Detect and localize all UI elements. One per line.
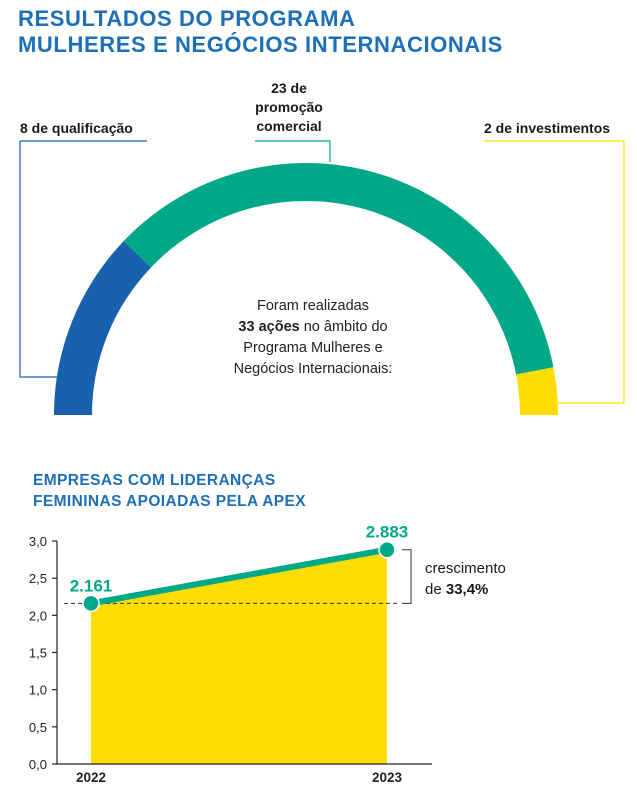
annotation-line-2: de 33,4% [425, 579, 506, 600]
annotation-growth: crescimento de 33,4% [425, 558, 506, 600]
slice-label-investimentos: 2 de investimentos [484, 120, 611, 136]
area-title-line-1: EMPRESAS COM LIDERANÇAS [33, 472, 276, 489]
axis-layer: 0,0 0,5 1,0 1,5 2,0 2,5 3,0 2022 2023 [29, 534, 432, 785]
title-line-2: MULHERES E NEGÓCIOS INTERNACIONAIS [18, 32, 503, 57]
data-label: 2.161 [70, 576, 113, 595]
area-layer [91, 549, 387, 764]
center-line-4: Negócios Internacionais: [233, 361, 393, 377]
y-tick-label: 2,0 [29, 608, 47, 623]
area-fill [91, 549, 387, 764]
data-point [378, 540, 396, 559]
donut-slice-investimentos [516, 367, 558, 415]
y-tick-label: 2,5 [29, 571, 47, 586]
donut-chart [19, 140, 625, 415]
donut-arcs [54, 162, 558, 415]
donut-slice-qualificacao [54, 241, 152, 415]
donut-slice-promocao [123, 162, 554, 375]
y-tick-label: 1,5 [29, 646, 47, 661]
data-point [82, 594, 100, 613]
slice-label-promocao-line1: 23 de [271, 80, 307, 96]
area-title-line-2: FEMININAS APOIADAS PELA APEX [33, 493, 307, 510]
title-line-1: RESULTADOS DO PROGRAMA [18, 6, 356, 31]
y-tick-label: 0,0 [29, 757, 47, 772]
slice-label-promocao-line3: comercial [256, 118, 322, 134]
annotation-growth-value: 33,4% [445, 581, 489, 598]
series-line [88, 546, 390, 607]
data-label: 2.883 [366, 523, 409, 542]
mark-layer: 2.161 2.883 [70, 523, 409, 613]
y-tick-label: 0,5 [29, 720, 47, 735]
leader-line-qualificacao [19, 141, 62, 378]
center-line-2-rest: no âmbito do [299, 319, 388, 335]
y-tick-label: 3,0 [29, 534, 47, 549]
center-bold-total: 33 ações [238, 319, 300, 335]
center-line-1: Foram realizadas [256, 298, 369, 314]
page-title: RESULTADOS DO PROGRAMA MULHERES E NEGÓCI… [18, 6, 503, 58]
leader-line-promocao [255, 140, 331, 162]
x-tick-label: 2022 [76, 770, 106, 785]
growth-bracket [402, 549, 412, 604]
leader-line-investimentos [484, 140, 625, 404]
center-line-2: 33 ações no âmbito do [195, 317, 431, 338]
annotation-line-1: crescimento [425, 560, 506, 577]
area-chart-title: EMPRESAS COM LIDERANÇAS FEMININAS APOIAD… [33, 470, 306, 512]
center-line-3: Programa Mulheres e [243, 340, 383, 356]
slice-label-qualificacao: 8 de qualificação [20, 120, 133, 136]
annotation-prefix: de [425, 581, 446, 598]
y-tick-label: 1,0 [29, 683, 47, 698]
slice-label-promocao: 23 de promoção comercial [247, 79, 331, 136]
x-tick-label: 2023 [372, 770, 403, 785]
donut-center-text: Foram realizadas 33 ações no âmbito do P… [195, 296, 431, 380]
slice-label-promocao-line2: promoção [255, 99, 323, 115]
